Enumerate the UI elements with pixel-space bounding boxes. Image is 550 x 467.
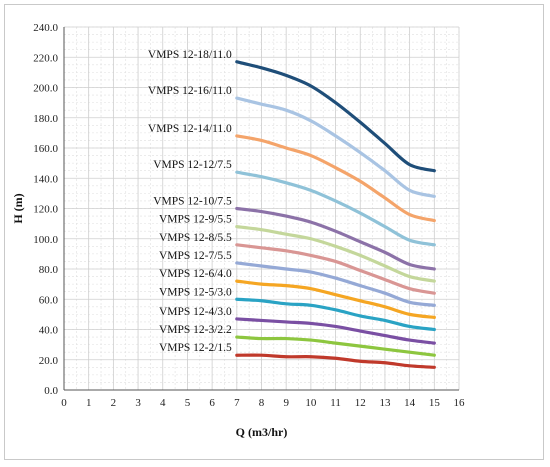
series-label-10: VMPS 12-4/3.0 xyxy=(159,306,232,318)
x-axis-title: Q (m3/hr) xyxy=(236,425,288,439)
series-line-1 xyxy=(235,96,436,198)
x-tick-label: 0 xyxy=(61,397,67,409)
x-tick-label: 12 xyxy=(355,397,366,409)
series-label-12: VMPS 12-2/1.5 xyxy=(159,342,232,354)
series-line-11 xyxy=(235,335,436,357)
series-line-9 xyxy=(235,297,436,332)
series-label-0: VMPS 12-18/11.0 xyxy=(148,49,232,61)
series-label-1: VMPS 12-16/11.0 xyxy=(148,85,232,97)
x-tick-label: 2 xyxy=(111,397,117,409)
x-tick-label: 8 xyxy=(259,397,265,409)
y-tick-label: 40.0 xyxy=(39,325,59,337)
y-tick-label: 180.0 xyxy=(33,113,58,125)
series-label-3: VMPS 12-12/7.5 xyxy=(153,159,232,171)
x-tick-label: 5 xyxy=(185,397,191,409)
x-tick-label: 15 xyxy=(429,397,441,409)
series-line-12 xyxy=(235,353,436,369)
series-label-9: VMPS 12-5/3.0 xyxy=(159,286,232,298)
series-line-2 xyxy=(235,134,436,223)
y-tick-label: 60.0 xyxy=(39,294,59,306)
series-label-4: VMPS 12-10/7.5 xyxy=(153,196,232,208)
x-tick-label: 1 xyxy=(86,397,92,409)
series-line-4 xyxy=(235,206,436,271)
y-tick-label: 240.0 xyxy=(33,22,58,34)
x-tick-label: 13 xyxy=(379,397,391,409)
series-line-0 xyxy=(235,60,436,173)
x-tick-label: 14 xyxy=(404,397,416,409)
series-line-6 xyxy=(235,243,436,295)
x-tick-label: 7 xyxy=(234,397,240,409)
series-label-11: VMPS 12-3/2.2 xyxy=(159,324,232,336)
series-line-7 xyxy=(235,261,436,307)
series-line-8 xyxy=(235,279,436,319)
series-layer xyxy=(235,60,436,369)
y-tick-label: 80.0 xyxy=(39,264,59,276)
x-tick-label: 6 xyxy=(209,397,215,409)
series-line-10 xyxy=(235,317,436,345)
x-tick-label: 11 xyxy=(330,397,341,409)
series-label-6: VMPS 12-8/5.5 xyxy=(159,232,232,244)
x-tick-label: 16 xyxy=(454,397,466,409)
x-tick-label: 10 xyxy=(305,397,317,409)
y-tick-label: 200.0 xyxy=(33,83,58,95)
y-axis-title: H (m) xyxy=(11,193,25,223)
series-label-8: VMPS 12-6/4.0 xyxy=(159,268,232,280)
y-tick-label: 140.0 xyxy=(33,173,58,185)
series-label-7: VMPS 12-7/5.5 xyxy=(159,250,232,262)
series-label-2: VMPS 12-14/11.0 xyxy=(148,123,232,135)
series-label-5: VMPS 12-9/5.5 xyxy=(159,214,232,226)
x-tick-label: 3 xyxy=(135,397,141,409)
y-tick-label: 160.0 xyxy=(33,143,58,155)
y-tick-label: 220.0 xyxy=(33,52,58,64)
y-tick-label: 120.0 xyxy=(33,204,58,216)
series-line-5 xyxy=(235,225,436,283)
x-tick-label: 4 xyxy=(160,397,166,409)
series-label-layer: VMPS 12-18/11.0 VMPS 12-16/11.0 VMPS 12-14… xyxy=(148,49,232,354)
x-tick-label: 9 xyxy=(283,397,289,409)
y-tick-label: 0.0 xyxy=(44,385,58,397)
y-tick-label: 20.0 xyxy=(39,355,59,367)
y-tick-label: 100.0 xyxy=(33,234,58,246)
series-line-3 xyxy=(235,170,436,247)
axis-layer: 0 1 2 3 4 5 6 7 8 9 10 11 12 13 14 15 160.020.040.060.08… xyxy=(33,22,465,409)
